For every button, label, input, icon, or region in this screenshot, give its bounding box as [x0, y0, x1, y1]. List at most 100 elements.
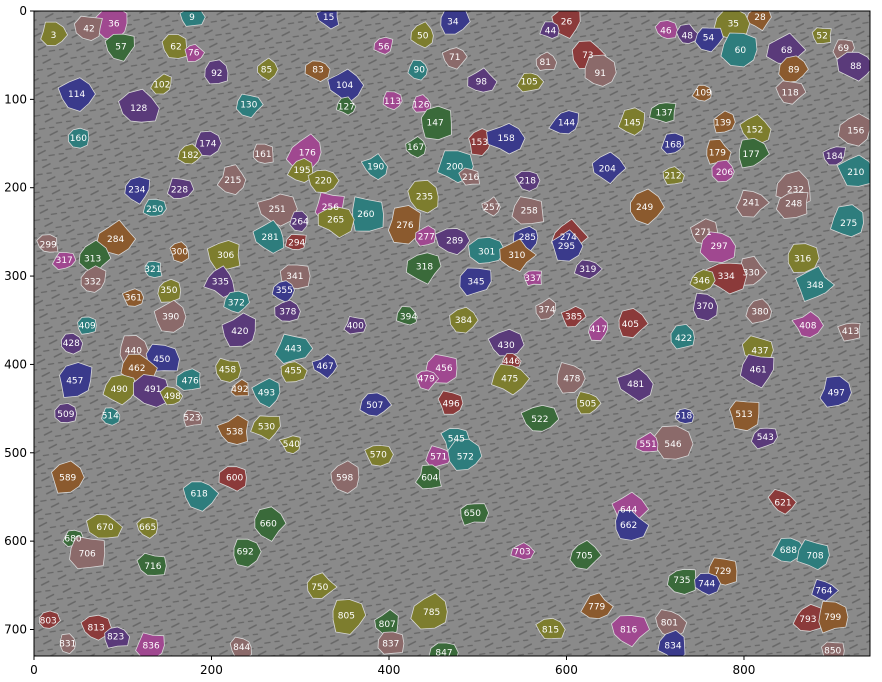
segment-region: [133, 374, 170, 408]
segment-region: [776, 192, 809, 219]
segment-label: 228: [171, 186, 188, 196]
x-tick-label: 400: [378, 663, 401, 677]
segment-region: [407, 179, 439, 214]
segment-region: [468, 128, 492, 156]
y-tick-label: 200: [4, 181, 27, 195]
segment-region: [516, 72, 545, 93]
segment-region: [434, 228, 471, 256]
segment-region: [80, 614, 112, 641]
segment-region: [692, 292, 718, 322]
segment-region: [57, 77, 96, 112]
y-tick-label: 100: [4, 92, 27, 106]
segment-label: 538: [226, 428, 243, 438]
segment-region: [836, 51, 870, 82]
segment-region: [535, 297, 557, 320]
segment-label: 179: [709, 148, 726, 158]
segment-label: 600: [226, 474, 243, 484]
segment-region: [481, 196, 501, 217]
segment-region: [251, 377, 281, 409]
segment-region: [738, 138, 770, 169]
segment-label: 153: [471, 138, 488, 148]
segment-region: [405, 136, 427, 159]
segment-label: 836: [143, 641, 160, 651]
segment-label: 409: [79, 322, 96, 332]
segment-label: 440: [125, 346, 142, 356]
segment-label: 479: [418, 375, 435, 385]
segment-region: [667, 568, 697, 595]
segment-region: [360, 153, 388, 181]
segment-label: 688: [780, 546, 797, 556]
segment-region: [183, 409, 203, 427]
segment-region: [304, 60, 331, 82]
segment-label: 390: [162, 313, 179, 323]
segment-region: [468, 237, 506, 264]
segment-region: [69, 535, 106, 569]
segment-label: 467: [317, 362, 334, 372]
segment-label: 420: [231, 327, 248, 337]
segment-label: 518: [675, 412, 692, 422]
segment-region: [396, 306, 418, 326]
segment-region: [101, 407, 121, 426]
segment-label: 801: [661, 618, 678, 628]
segment-region: [95, 219, 136, 256]
segment-label: 799: [824, 613, 841, 623]
segment-label: 837: [382, 640, 399, 650]
segment-label: 321: [144, 265, 161, 275]
segment-label: 152: [746, 125, 763, 135]
segment-label: 430: [498, 341, 515, 351]
segment-region: [315, 11, 340, 30]
segment-label: 274: [560, 233, 577, 243]
segment-label: 807: [379, 620, 396, 630]
segment-label: 56: [378, 42, 390, 52]
segment-region: [221, 312, 256, 348]
segment-region: [36, 234, 59, 253]
segment-label: 127: [338, 102, 355, 112]
segment-region: [159, 386, 184, 406]
segment-label: 456: [435, 364, 452, 374]
segment-label: 496: [443, 399, 460, 409]
segment-region: [136, 552, 167, 576]
segment-region: [811, 579, 839, 602]
segment-label: 618: [191, 489, 208, 499]
segment-label: 218: [519, 177, 536, 187]
segment-region: [327, 68, 364, 104]
segment-label: 318: [416, 262, 433, 272]
segment-region: [136, 517, 159, 539]
segment-label: 490: [111, 385, 128, 395]
segment-label: 378: [279, 307, 296, 317]
segment-region: [694, 27, 724, 53]
segment-region: [104, 33, 135, 62]
segment-region: [691, 84, 713, 102]
segment-region: [230, 379, 249, 397]
segment-label: 212: [664, 171, 681, 181]
segment-label: 306: [217, 251, 234, 261]
segment-region: [223, 290, 250, 314]
segment-label: 118: [782, 88, 799, 98]
segment-label: 250: [146, 205, 163, 215]
segment-label: 284: [107, 235, 124, 245]
segment-region: [791, 311, 824, 338]
segment-label: 62: [170, 42, 181, 52]
segment-region: [335, 96, 357, 116]
segment-label: 319: [579, 265, 596, 275]
segment-region: [778, 55, 809, 83]
segment-label: 455: [285, 367, 302, 377]
segment-region: [122, 288, 144, 307]
segment-label: 34: [447, 18, 459, 28]
segment-region: [54, 403, 78, 424]
segment-region: [410, 21, 434, 49]
segment-region: [179, 11, 206, 27]
segment-label: 297: [711, 242, 728, 252]
segment-label: 850: [824, 647, 841, 657]
segment-label: 680: [64, 535, 81, 545]
segment-region: [216, 164, 247, 195]
segment-region: [343, 316, 367, 335]
segment-region: [795, 266, 835, 302]
segment-label: 341: [286, 272, 303, 282]
segment-region: [52, 252, 77, 270]
segment-label: 348: [806, 281, 823, 291]
segment-label: 764: [815, 587, 832, 597]
segment-label: 232: [787, 186, 804, 196]
segment-label: 660: [260, 520, 277, 530]
segment-region: [177, 143, 203, 165]
